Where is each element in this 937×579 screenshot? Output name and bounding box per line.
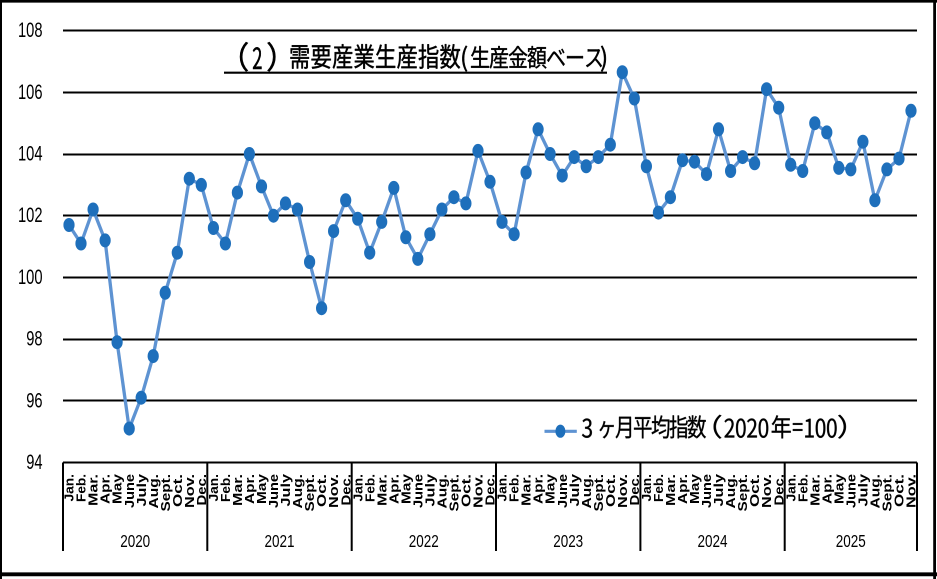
svg-text:Dec.: Dec. xyxy=(628,474,642,506)
svg-text:Aug.: Aug. xyxy=(436,474,450,509)
svg-text:104: 104 xyxy=(18,143,43,166)
svg-text:May: May xyxy=(544,474,558,504)
svg-text:Apr.: Apr. xyxy=(387,474,401,504)
svg-text:June: June xyxy=(844,474,858,508)
svg-text:Oct.: Oct. xyxy=(893,474,907,507)
svg-text:100: 100 xyxy=(18,266,43,289)
svg-text:Mar.: Mar. xyxy=(231,474,245,506)
svg-text:Feb.: Feb. xyxy=(219,474,233,502)
svg-text:Nov.: Nov. xyxy=(760,474,774,508)
svg-text:102: 102 xyxy=(18,204,43,227)
svg-text:Dec.: Dec. xyxy=(195,474,209,506)
svg-text:Aug.: Aug. xyxy=(869,474,883,509)
svg-text:Jan.: Jan. xyxy=(351,474,365,502)
svg-text:Mar.: Mar. xyxy=(520,474,534,506)
svg-text:June: June xyxy=(700,474,714,508)
svg-text:July: July xyxy=(279,474,293,507)
svg-text:Sept.: Sept. xyxy=(159,474,173,512)
svg-text:Aug.: Aug. xyxy=(580,474,594,509)
svg-text:Oct.: Oct. xyxy=(315,474,329,507)
svg-text:Feb.: Feb. xyxy=(363,474,377,502)
svg-text:Oct.: Oct. xyxy=(171,474,185,507)
svg-text:Sept.: Sept. xyxy=(448,474,462,512)
svg-text:May: May xyxy=(255,474,269,504)
svg-text:Apr.: Apr. xyxy=(99,474,113,504)
svg-text:Oct.: Oct. xyxy=(460,474,474,507)
svg-text:Mar.: Mar. xyxy=(808,474,822,506)
svg-text:July: July xyxy=(857,474,871,507)
svg-text:Oct.: Oct. xyxy=(604,474,618,507)
svg-text:Dec.: Dec. xyxy=(772,474,786,506)
svg-text:Jan.: Jan. xyxy=(496,474,510,502)
svg-text:July: July xyxy=(424,474,438,507)
svg-text:May: May xyxy=(688,474,702,504)
svg-text:2024: 2024 xyxy=(698,531,728,551)
svg-text:Mar.: Mar. xyxy=(375,474,389,506)
svg-text:Dec.: Dec. xyxy=(484,474,498,506)
svg-text:Mar.: Mar. xyxy=(664,474,678,506)
svg-text:Feb.: Feb. xyxy=(508,474,522,502)
svg-text:Apr.: Apr. xyxy=(243,474,257,504)
svg-text:Apr.: Apr. xyxy=(820,474,834,504)
svg-text:Nov.: Nov. xyxy=(327,474,341,508)
svg-text:Jan.: Jan. xyxy=(640,474,654,502)
svg-text:May: May xyxy=(111,474,125,504)
svg-text:July: July xyxy=(568,474,582,507)
svg-text:Sept.: Sept. xyxy=(736,474,750,512)
svg-text:July: July xyxy=(712,474,726,507)
svg-text:2022: 2022 xyxy=(409,531,439,551)
svg-text:98: 98 xyxy=(26,328,42,351)
svg-text:June: June xyxy=(267,474,281,508)
svg-text:2021: 2021 xyxy=(265,531,295,551)
svg-text:96: 96 xyxy=(26,389,42,412)
svg-text:June: June xyxy=(123,474,137,508)
svg-text:Oct.: Oct. xyxy=(748,474,762,507)
svg-text:Apr.: Apr. xyxy=(532,474,546,504)
svg-text:Aug.: Aug. xyxy=(724,474,738,509)
svg-text:June: June xyxy=(556,474,570,508)
svg-text:May: May xyxy=(399,474,413,504)
svg-text:Nov.: Nov. xyxy=(472,474,486,508)
svg-text:Jan.: Jan. xyxy=(784,474,798,502)
svg-text:Aug.: Aug. xyxy=(291,474,305,509)
svg-text:2023: 2023 xyxy=(553,531,583,551)
svg-text:Nov.: Nov. xyxy=(616,474,630,508)
svg-text:Nov.: Nov. xyxy=(183,474,197,508)
svg-text:Apr.: Apr. xyxy=(676,474,690,504)
svg-text:2025: 2025 xyxy=(836,531,866,551)
svg-text:Jan.: Jan. xyxy=(207,474,221,502)
svg-text:106: 106 xyxy=(18,81,43,104)
svg-text:June: June xyxy=(411,474,425,508)
svg-text:Sept.: Sept. xyxy=(881,474,895,512)
svg-text:Feb.: Feb. xyxy=(652,474,666,502)
svg-text:Aug.: Aug. xyxy=(147,474,161,509)
svg-text:Nov.: Nov. xyxy=(905,474,919,508)
svg-text:2020: 2020 xyxy=(120,531,150,551)
svg-text:108: 108 xyxy=(18,19,43,42)
svg-text:Mar.: Mar. xyxy=(87,474,101,506)
svg-text:Jan.: Jan. xyxy=(63,474,77,502)
svg-text:May: May xyxy=(832,474,846,504)
svg-text:Feb.: Feb. xyxy=(75,474,89,502)
svg-text:Sept.: Sept. xyxy=(303,474,317,512)
svg-text:July: July xyxy=(135,474,149,507)
svg-text:94: 94 xyxy=(26,451,43,474)
svg-text:Sept.: Sept. xyxy=(592,474,606,512)
svg-text:Dec.: Dec. xyxy=(339,474,353,506)
svg-text:Feb.: Feb. xyxy=(796,474,810,502)
